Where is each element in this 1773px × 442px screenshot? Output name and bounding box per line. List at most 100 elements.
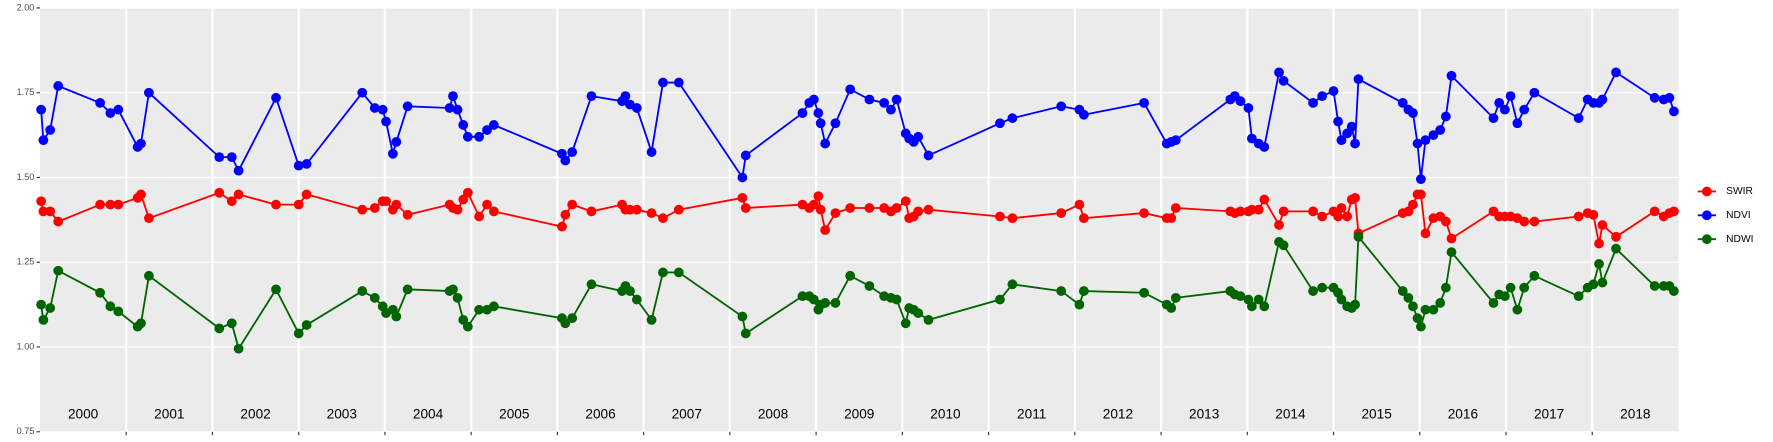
point — [448, 91, 458, 101]
year-label: 2015 — [1361, 406, 1391, 421]
point — [1336, 203, 1347, 213]
point — [36, 196, 47, 207]
point — [271, 199, 281, 210]
point — [482, 125, 492, 135]
point — [1278, 240, 1289, 251]
point — [913, 206, 924, 217]
point — [474, 131, 484, 142]
point — [557, 221, 567, 232]
y-tick-label: 1.25 — [17, 257, 35, 267]
point — [737, 311, 748, 322]
point — [301, 159, 312, 169]
point — [1649, 281, 1660, 291]
point — [1494, 98, 1505, 108]
point — [369, 292, 380, 303]
point — [658, 267, 668, 278]
point — [864, 94, 875, 105]
point — [233, 189, 244, 200]
point — [136, 189, 146, 200]
point — [1235, 206, 1246, 217]
point — [38, 206, 49, 217]
point — [1573, 291, 1584, 302]
point — [797, 291, 808, 302]
year-label: 2014 — [1275, 406, 1306, 421]
point — [105, 108, 116, 118]
point — [1664, 92, 1675, 103]
point — [357, 204, 368, 215]
point — [488, 120, 499, 130]
point — [381, 196, 391, 207]
point — [560, 155, 571, 166]
point — [1308, 206, 1318, 217]
point — [381, 116, 391, 127]
point — [620, 91, 631, 101]
point — [1253, 294, 1264, 305]
point — [136, 318, 146, 329]
point — [1573, 211, 1584, 222]
point — [631, 204, 642, 215]
point — [1611, 231, 1621, 242]
year-label: 2016 — [1448, 406, 1478, 421]
year-label: 2002 — [240, 406, 270, 421]
point — [1408, 108, 1418, 118]
point — [631, 294, 642, 305]
point — [808, 294, 819, 305]
point — [1350, 138, 1360, 149]
point — [900, 318, 911, 329]
point — [448, 284, 458, 295]
point — [1170, 292, 1181, 303]
point — [1499, 291, 1510, 302]
year-label: 2009 — [844, 406, 874, 421]
point — [1588, 279, 1599, 290]
point — [36, 299, 47, 310]
point — [1308, 286, 1318, 296]
point — [105, 199, 116, 210]
point — [1512, 118, 1523, 129]
point — [737, 172, 748, 183]
point — [144, 87, 154, 98]
point — [891, 203, 902, 213]
point — [488, 301, 499, 312]
point — [1278, 206, 1289, 217]
point — [1403, 292, 1414, 303]
point — [1246, 204, 1257, 215]
point — [740, 328, 751, 339]
point — [1056, 101, 1067, 112]
year-label: 2003 — [327, 406, 357, 421]
point — [1420, 228, 1431, 239]
point — [45, 206, 56, 217]
point — [567, 313, 578, 324]
point — [488, 206, 499, 217]
point — [1435, 125, 1446, 135]
year-label: 2001 — [154, 406, 184, 421]
point — [1428, 130, 1439, 140]
point — [1669, 286, 1679, 296]
point — [1488, 298, 1499, 308]
year-label: 2006 — [585, 406, 615, 421]
legend-dot — [1701, 234, 1712, 245]
point — [474, 304, 484, 315]
point — [1139, 208, 1149, 218]
point — [673, 204, 684, 215]
point — [1246, 301, 1257, 312]
point — [658, 213, 668, 224]
point — [995, 211, 1005, 222]
point — [226, 152, 237, 163]
point — [301, 320, 312, 330]
point — [1441, 282, 1451, 293]
point — [797, 108, 808, 118]
year-label: 2011 — [1017, 406, 1046, 421]
point — [1166, 303, 1177, 313]
point — [586, 91, 597, 101]
point — [53, 216, 64, 227]
point — [444, 103, 455, 113]
point — [1611, 67, 1621, 78]
point — [1317, 91, 1328, 101]
point — [1353, 74, 1364, 85]
point — [1350, 192, 1360, 203]
point — [808, 94, 819, 105]
point — [452, 104, 463, 115]
legend-dot — [1701, 210, 1712, 221]
year-label: 2005 — [499, 406, 529, 421]
